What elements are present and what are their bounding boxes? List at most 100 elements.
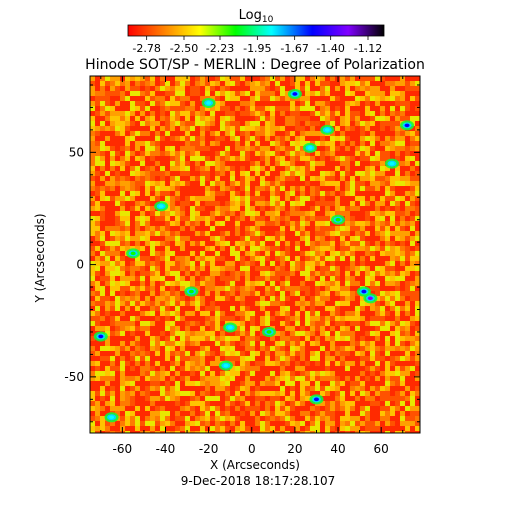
- heat-cell: [395, 346, 400, 351]
- heat-cell: [345, 296, 350, 301]
- heat-cell: [350, 296, 355, 301]
- heat-cell: [400, 291, 405, 296]
- heat-cell: [235, 311, 240, 316]
- feature-core: [266, 330, 272, 334]
- heat-cell: [205, 266, 210, 271]
- heat-cell: [340, 346, 345, 351]
- heat-cell: [225, 96, 230, 101]
- heat-cell: [410, 256, 415, 261]
- heat-cell: [385, 241, 390, 246]
- heat-cell: [170, 301, 175, 306]
- heat-cell: [345, 196, 350, 201]
- heat-cell: [310, 381, 315, 386]
- heat-cell: [270, 256, 275, 261]
- heat-cell: [365, 126, 370, 131]
- heat-cell: [185, 176, 190, 181]
- heat-cell: [320, 346, 325, 351]
- heat-cell: [305, 226, 310, 231]
- heat-cell: [310, 286, 315, 291]
- heat-cell: [235, 366, 240, 371]
- heat-cell: [175, 386, 180, 391]
- heat-cell: [365, 196, 370, 201]
- heat-cell: [270, 161, 275, 166]
- heat-cell: [360, 191, 365, 196]
- heat-cell: [335, 201, 340, 206]
- heat-cell: [395, 211, 400, 216]
- heat-cell: [240, 426, 245, 431]
- heat-cell: [130, 371, 135, 376]
- heat-cell: [385, 396, 390, 401]
- heat-cell: [280, 231, 285, 236]
- heat-cell: [370, 241, 375, 246]
- heat-cell: [245, 411, 250, 416]
- heat-cell: [315, 306, 320, 311]
- heat-cell: [180, 166, 185, 171]
- x-axis: -60 -40 -20 0 20 40 60: [100, 76, 404, 456]
- heat-cell: [415, 261, 420, 266]
- heat-cell: [330, 331, 335, 336]
- heat-cell: [170, 296, 175, 301]
- heat-cell: [380, 246, 385, 251]
- heat-cell: [290, 326, 295, 331]
- heat-cell: [225, 226, 230, 231]
- heat-cell: [235, 411, 240, 416]
- heat-cell: [285, 266, 290, 271]
- heat-cell: [370, 321, 375, 326]
- heat-cell: [90, 96, 95, 101]
- heat-cell: [160, 421, 165, 426]
- heat-cell: [190, 151, 195, 156]
- heat-cell: [110, 256, 115, 261]
- heat-cell: [305, 176, 310, 181]
- heat-cell: [375, 176, 380, 181]
- heat-cell: [330, 86, 335, 91]
- heat-cell: [380, 161, 385, 166]
- heat-cell: [270, 286, 275, 291]
- heat-cell: [190, 236, 195, 241]
- heat-cell: [235, 281, 240, 286]
- heat-cell: [350, 226, 355, 231]
- heat-cell: [305, 121, 310, 126]
- heat-cell: [350, 376, 355, 381]
- heat-cell: [195, 126, 200, 131]
- heat-cell: [315, 196, 320, 201]
- heat-cell: [105, 366, 110, 371]
- heat-cell: [390, 191, 395, 196]
- heat-cell: [105, 101, 110, 106]
- heat-cell: [160, 326, 165, 331]
- heat-cell: [165, 276, 170, 281]
- heat-cell: [390, 151, 395, 156]
- heat-cell: [230, 156, 235, 161]
- heat-cell: [145, 126, 150, 131]
- heat-cell: [235, 241, 240, 246]
- heat-cell: [320, 281, 325, 286]
- heat-cell: [280, 186, 285, 191]
- heat-cell: [190, 396, 195, 401]
- heat-cell: [370, 421, 375, 426]
- heat-cell: [125, 116, 130, 121]
- heat-cell: [90, 341, 95, 346]
- heat-cell: [260, 231, 265, 236]
- heat-cell: [235, 346, 240, 351]
- heat-cell: [415, 91, 420, 96]
- heat-cell: [165, 111, 170, 116]
- heat-cell: [245, 141, 250, 146]
- heat-cell: [220, 186, 225, 191]
- heat-cell: [140, 221, 145, 226]
- heat-cell: [295, 326, 300, 331]
- heat-cell: [410, 396, 415, 401]
- heat-cell: [135, 396, 140, 401]
- heat-cell: [360, 361, 365, 366]
- heat-cell: [405, 371, 410, 376]
- heat-cell: [255, 311, 260, 316]
- heat-cell: [285, 381, 290, 386]
- heat-cell: [90, 86, 95, 91]
- heat-cell: [240, 296, 245, 301]
- heat-cell: [130, 126, 135, 131]
- heat-cell: [220, 386, 225, 391]
- heat-cell: [120, 151, 125, 156]
- heat-cell: [130, 141, 135, 146]
- heat-cell: [220, 176, 225, 181]
- heat-cell: [305, 391, 310, 396]
- heat-cell: [410, 166, 415, 171]
- heat-cell: [245, 201, 250, 206]
